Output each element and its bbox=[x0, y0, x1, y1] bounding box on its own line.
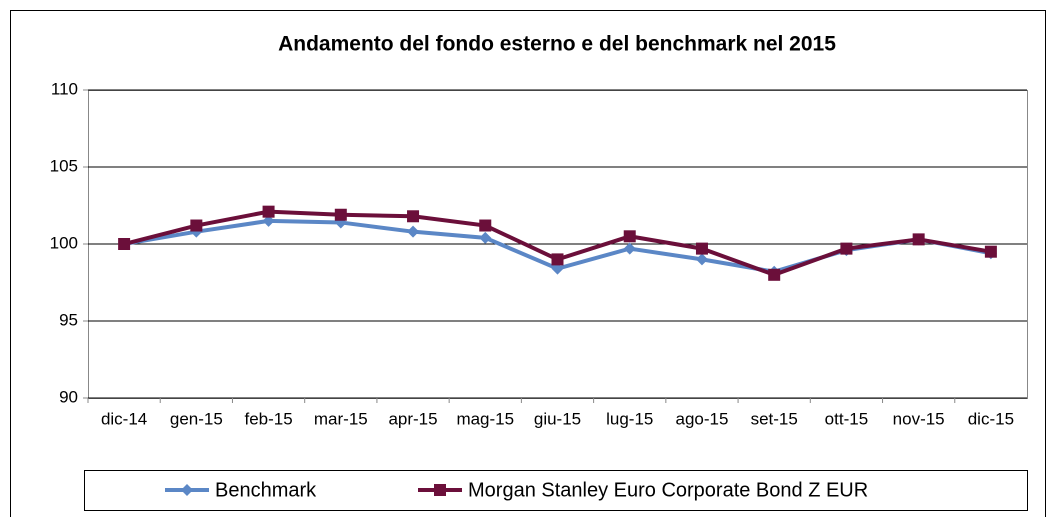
data-point bbox=[984, 245, 997, 258]
chart-title: Andamento del fondo esterno e del benchm… bbox=[278, 33, 836, 56]
data-point bbox=[768, 268, 781, 281]
data-point bbox=[334, 208, 347, 221]
data-point bbox=[262, 205, 275, 218]
data-point bbox=[262, 214, 275, 227]
data-point bbox=[695, 242, 708, 255]
y-tick-label: 100 bbox=[50, 233, 78, 252]
x-tick-label: giu-15 bbox=[534, 409, 581, 428]
data-point bbox=[407, 225, 420, 238]
legend-marker bbox=[434, 484, 446, 496]
x-tick-label: gen-15 bbox=[170, 409, 223, 428]
x-tick-label: mar-15 bbox=[314, 409, 368, 428]
y-tick-label: 105 bbox=[50, 156, 78, 175]
data-point bbox=[623, 230, 636, 243]
x-tick-label: feb-15 bbox=[244, 409, 292, 428]
chart-border bbox=[10, 10, 1046, 517]
legend-marker bbox=[181, 484, 193, 496]
data-point bbox=[623, 242, 636, 255]
x-tick-label: ago-15 bbox=[675, 409, 728, 428]
data-point bbox=[479, 219, 492, 232]
x-tick-label: nov-15 bbox=[893, 409, 945, 428]
data-point bbox=[551, 253, 564, 266]
data-point bbox=[407, 210, 420, 223]
data-point bbox=[190, 219, 203, 232]
data-point bbox=[840, 242, 853, 255]
x-tick-label: dic-15 bbox=[968, 409, 1014, 428]
y-tick-label: 95 bbox=[59, 310, 78, 329]
x-tick-label: mag-15 bbox=[456, 409, 514, 428]
legend-label: Benchmark bbox=[215, 479, 317, 501]
x-tick-label: lug-15 bbox=[606, 409, 653, 428]
x-tick-label: set-15 bbox=[751, 409, 798, 428]
x-tick-label: dic-14 bbox=[101, 409, 147, 428]
legend-box bbox=[84, 470, 1028, 511]
x-tick-label: ott-15 bbox=[825, 409, 868, 428]
data-point bbox=[118, 238, 131, 250]
y-tick-label: 90 bbox=[59, 387, 78, 406]
data-point bbox=[479, 231, 492, 244]
data-point bbox=[551, 262, 564, 275]
data-point bbox=[912, 233, 925, 246]
y-tick-label: 110 bbox=[51, 79, 78, 98]
x-tick-label: apr-15 bbox=[388, 409, 437, 428]
legend-label: Morgan Stanley Euro Corporate Bond Z EUR bbox=[468, 479, 868, 501]
data-point bbox=[695, 253, 708, 266]
